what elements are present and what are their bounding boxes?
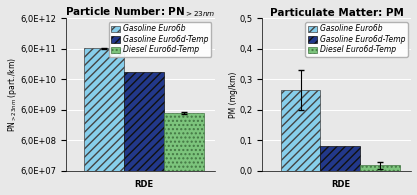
Bar — [281, 90, 321, 171]
Bar — [360, 165, 400, 171]
Y-axis label: PM (mg/km): PM (mg/km) — [229, 71, 238, 118]
Legend: Gasoline Euro6b, Gasoline Euro6d-Temp, Diesel Euro6d-Temp: Gasoline Euro6b, Gasoline Euro6d-Temp, D… — [109, 22, 211, 57]
Legend: Gasoline Euro6b, Gasoline Euro6d-Temp, Diesel Euro6d-Temp: Gasoline Euro6b, Gasoline Euro6d-Temp, D… — [305, 22, 408, 57]
Bar — [321, 146, 360, 171]
Bar — [164, 113, 203, 195]
Bar — [124, 72, 164, 195]
Title: Particle Number: PN$_{>23nm}$: Particle Number: PN$_{>23nm}$ — [65, 5, 216, 19]
Y-axis label: PN$_{>23nm}$ (part./km): PN$_{>23nm}$ (part./km) — [5, 57, 18, 132]
Title: Particulate Matter: PM: Particulate Matter: PM — [270, 8, 404, 18]
Bar — [84, 48, 124, 195]
